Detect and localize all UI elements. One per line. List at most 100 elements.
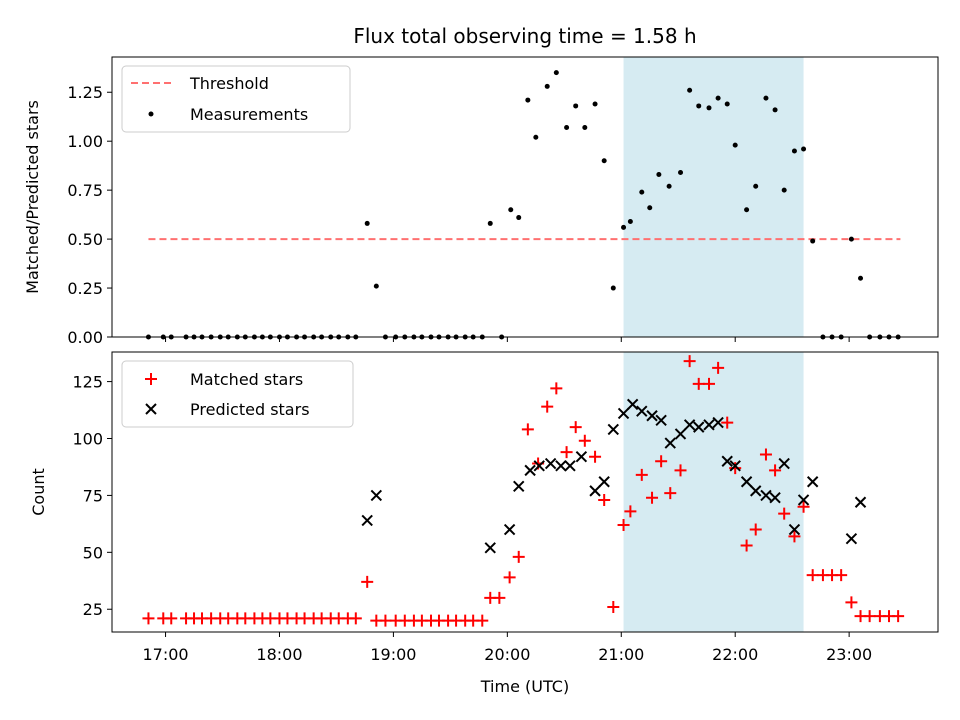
- predicted-star-marker: [503, 523, 516, 536]
- predicted-star-marker: [555, 460, 567, 472]
- predicted-star-marker: [598, 476, 610, 488]
- predicted-star-marker: [370, 489, 383, 502]
- measurement-point: [553, 70, 559, 76]
- measurement-point: [364, 220, 370, 226]
- top-ytick-label: 1.00: [67, 132, 103, 151]
- matched-star-marker: [560, 446, 573, 459]
- predicted-star-marker: [760, 489, 772, 502]
- matched-star-marker: [550, 382, 563, 395]
- matched-star-marker: [379, 614, 392, 627]
- predicted-star-marker: [564, 460, 576, 472]
- bottom-xtick-label: 23:00: [826, 645, 872, 664]
- top-panel: 0.00 0.25 0.50 0.75 1.00 1.25 Matched/Predict…: [23, 56, 939, 347]
- measurement-point: [601, 158, 607, 164]
- bottom-xtick-label: 20:00: [484, 645, 530, 664]
- matched-star-marker: [361, 575, 374, 588]
- predicted-star-marker: [721, 455, 733, 467]
- predicted-star-marker: [589, 485, 601, 497]
- matched-star-marker: [165, 612, 178, 625]
- predicted-star-marker: [769, 491, 781, 504]
- matched-star-marker: [769, 464, 782, 477]
- measurement-point: [373, 283, 379, 289]
- measurement-point: [610, 285, 616, 291]
- predicted-star-marker: [524, 464, 536, 477]
- predicted-star-marker: [575, 451, 588, 463]
- chart-title: Flux total observing time = 1.58 h: [353, 24, 696, 48]
- predicted-star-marker: [533, 460, 545, 472]
- matched-star-marker: [142, 612, 155, 625]
- matched-star-marker: [512, 550, 525, 563]
- bottom-axes-frame: [111, 351, 939, 633]
- bottom-y-axis-label: Count: [29, 468, 48, 516]
- matched-star-marker: [493, 591, 506, 604]
- measurement-point: [533, 134, 539, 140]
- matched-star-marker: [476, 614, 489, 627]
- matched-star-marker: [778, 507, 791, 520]
- predicted-star-marker: [513, 480, 525, 493]
- predicted-star-marker: [740, 476, 753, 488]
- matched-star-marker: [835, 569, 848, 582]
- measurement-point: [582, 124, 588, 130]
- predicted-star-marker: [788, 523, 801, 536]
- bottom-xtick-label: 17:00: [142, 645, 188, 664]
- measurement-point: [858, 275, 864, 281]
- matched-star-marker: [635, 468, 648, 481]
- matched-star-marker: [664, 487, 677, 500]
- predicted-star-marker: [544, 457, 557, 470]
- predicted-star-marker: [683, 419, 696, 431]
- measurement-point: [621, 224, 627, 230]
- predicted-star-marker: [854, 496, 867, 508]
- predicted-star-marker: [655, 414, 667, 427]
- legend-measurements-label: Measurements: [190, 105, 308, 124]
- predicted-star-marker: [617, 407, 630, 420]
- predicted-star-marker: [664, 437, 676, 449]
- measurement-point: [732, 142, 738, 148]
- predicted-star-marker: [607, 423, 620, 436]
- matched-star-marker: [712, 361, 725, 374]
- bottom-xtick-label: 21:00: [598, 645, 644, 664]
- measurement-point: [656, 171, 662, 177]
- measurement-point: [724, 101, 730, 107]
- matched-star-marker: [806, 569, 819, 582]
- top-ytick-label: 0.50: [67, 230, 103, 249]
- measurement-point: [508, 207, 514, 213]
- measurement-point: [544, 83, 550, 89]
- measurement-point: [848, 236, 854, 242]
- matched-star-marker: [569, 421, 582, 434]
- bottom-ytick-label: 100: [72, 430, 103, 449]
- measurement-point: [810, 238, 816, 244]
- legend-measurements-swatch: [148, 111, 154, 117]
- matched-star-marker: [702, 377, 715, 390]
- predicted-star-marker: [626, 398, 639, 411]
- measurement-point: [678, 170, 684, 176]
- bottom-panel: 25 50 75 100 125 17:00 18:00 19:00 20:00 21:00 22…: [29, 351, 939, 696]
- measurement-point: [696, 103, 702, 109]
- measurement-point: [639, 189, 645, 195]
- measurement-point: [627, 218, 633, 224]
- x-axis-label: Time (UTC): [480, 677, 569, 696]
- matched-star-marker: [729, 462, 742, 475]
- matched-star-marker: [521, 423, 534, 436]
- matched-star-marker: [674, 464, 687, 477]
- measurement-point: [772, 107, 778, 113]
- matched-star-marker: [692, 377, 705, 390]
- bottom-legend: Matched stars Predicted stars: [121, 360, 354, 428]
- predicted-star-marker: [729, 460, 741, 472]
- measurement-point: [592, 101, 598, 107]
- matched-star-marker: [589, 450, 602, 463]
- matched-star-marker: [503, 571, 516, 584]
- measurement-point: [666, 183, 672, 189]
- measurement-point: [687, 87, 693, 93]
- top-y-axis-label: Matched/Predicted stars: [23, 100, 42, 294]
- matched-star-marker: [892, 610, 905, 623]
- measurement-point: [763, 95, 769, 101]
- predicted-star-marker: [484, 542, 496, 554]
- bottom-ytick-label: 75: [83, 486, 103, 505]
- legend-predicted-swatch: [145, 403, 157, 415]
- matched-star-marker: [721, 416, 734, 429]
- legend-predicted-label: Predicted stars: [190, 400, 310, 419]
- measurement-point: [516, 215, 522, 221]
- predicted-star-marker: [361, 514, 373, 527]
- matched-star-marker: [759, 448, 772, 461]
